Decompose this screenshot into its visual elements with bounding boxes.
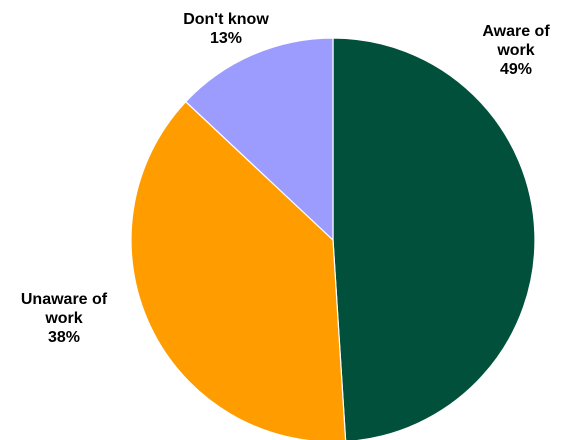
pie-slice — [184, 37, 334, 242]
pie-slices — [130, 37, 536, 440]
slice-label: Unaware of work 38% — [21, 291, 108, 346]
slice-value-label: 38% — [48, 329, 80, 346]
slice-label: Aware of work 49% — [482, 23, 550, 78]
slice-labels: Aware of work 49% Unaware of work 38% Don't kn… — [21, 11, 550, 346]
slice-value-label: 49% — [500, 61, 532, 78]
slice-category-label: work — [496, 42, 534, 59]
slice-category-label: Aware of — [482, 23, 550, 40]
slice-category-label: work — [44, 310, 82, 327]
pie-slice — [130, 100, 347, 440]
slice-category-label: Unaware of — [21, 291, 108, 308]
pie-slice — [332, 37, 536, 440]
slice-label: Don't know 13% — [183, 11, 269, 47]
slice-category-label: Don't know — [183, 11, 269, 28]
slice-value-label: 13% — [210, 30, 242, 47]
